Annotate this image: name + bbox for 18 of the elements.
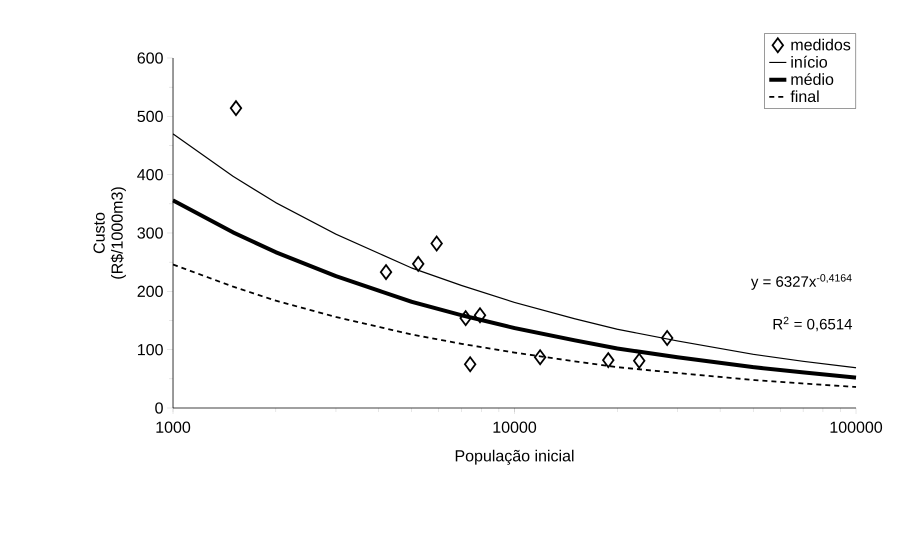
y-tick-label: 500: [137, 110, 163, 122]
x-tick-label: 100000: [830, 422, 882, 433]
legend-label: início: [791, 56, 828, 68]
annotation: y = 6327x$^{-0,4164}$: [750, 274, 852, 290]
y-tick-label: 200: [138, 286, 163, 297]
legend-label: médio: [791, 73, 834, 86]
legend-label: medidos: [791, 38, 850, 50]
y-tick-label: 300: [137, 227, 163, 239]
y-tick-label: 0: [155, 402, 163, 414]
legend-label: final: [790, 90, 819, 102]
x-tick-label: 1000: [156, 422, 190, 433]
y-tick-label: 400: [137, 169, 163, 180]
y-axis-title: Custo (R$/1000m3): [93, 187, 126, 279]
x-tick-label: 10000: [493, 422, 536, 433]
y-tick-label: 600: [138, 52, 163, 64]
annotation: R$^{2}$ = 0,6514: [774, 316, 852, 332]
y-tick-label: 100: [138, 344, 163, 356]
x-axis-title: População inicial: [456, 450, 574, 465]
